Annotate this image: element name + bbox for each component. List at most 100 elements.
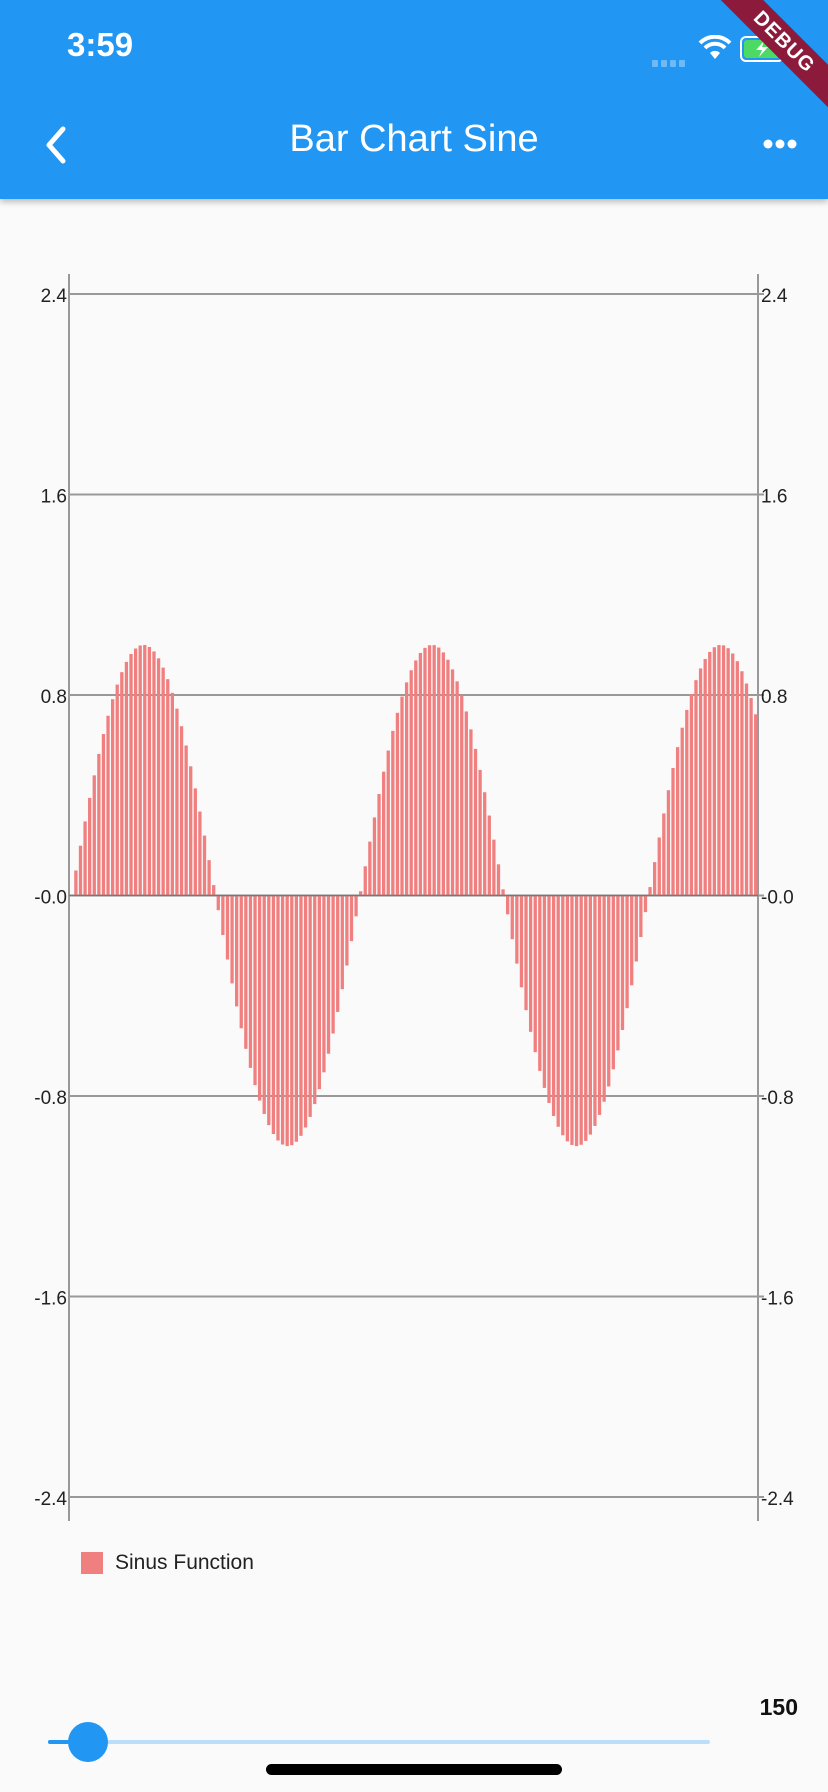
bar [106,715,110,896]
bar [584,895,588,1141]
bar [156,658,161,896]
bar [216,895,220,911]
bar [253,895,257,1086]
bar [717,645,721,896]
cellular-signal-icon [652,54,688,72]
bar [400,696,404,896]
bar [446,659,450,896]
bar [432,645,436,896]
bar [313,895,317,1105]
bar [372,817,377,896]
bar [322,895,326,1073]
bar [611,895,615,1070]
bar [285,895,289,1147]
bar [391,730,395,896]
bar [519,895,524,988]
bar [317,895,321,1090]
bar [579,895,583,1145]
bar [166,679,170,896]
bar [574,895,579,1147]
bar [147,646,152,896]
bar [248,895,253,1068]
bar [625,895,629,1009]
bar [703,658,707,896]
bar [124,661,129,896]
bar [345,895,349,966]
bar [680,727,684,896]
bar [239,895,243,1029]
bar [469,729,473,896]
bar [616,895,620,1051]
bar [179,726,184,896]
bar [326,895,331,1054]
chart-legend: Sinus Function [81,1551,254,1575]
slider-value: 150 [759,1694,798,1720]
bar [161,667,165,896]
bar [386,750,390,896]
slider-thumb[interactable] [67,1722,108,1762]
bar [662,813,666,896]
bar [170,692,175,896]
bar [570,895,574,1145]
bar [354,895,358,917]
bar [290,895,294,1146]
slider-track[interactable] [48,1740,710,1744]
bar [455,681,459,896]
back-button[interactable] [28,117,84,173]
bar [744,683,749,896]
bar [648,887,652,896]
bar [496,864,501,896]
bar [115,684,119,896]
bar [597,895,602,1115]
bar [202,835,207,896]
y-tick-label-right: -0.8 [761,1088,794,1109]
bar [492,839,496,896]
bar [377,794,381,896]
y-tick-label-left: -2.4 [34,1489,67,1510]
bar [88,797,92,896]
bar [276,895,280,1141]
bar [483,792,487,896]
bar [556,895,560,1127]
bar [620,895,625,1030]
bar [630,895,634,986]
bar [381,771,386,896]
bar [225,895,230,960]
bar [193,788,197,896]
bar [671,768,675,896]
bar [561,895,565,1136]
page-title: Bar Chart Sine [289,118,539,160]
legend-swatch [81,1552,103,1574]
bar [565,895,570,1142]
bar [363,866,367,896]
bar [83,821,87,896]
bar [331,895,335,1034]
more-button[interactable] [752,120,808,168]
bar [551,895,556,1116]
bar [643,895,648,913]
bar [418,652,423,896]
bar [138,645,142,896]
bar [749,697,753,896]
bar [395,712,400,896]
bar [731,653,735,896]
bar [675,747,680,896]
bar [184,745,188,896]
bar [593,895,597,1126]
bar [639,895,643,938]
bar [97,753,101,896]
bar [726,648,730,896]
bar [473,748,478,896]
bar [336,895,340,1012]
bar [294,895,299,1142]
bar [303,895,308,1128]
bar [533,895,537,1053]
legend-label: Sinus Function [115,1551,254,1574]
bar-count-slider[interactable] [48,1722,710,1762]
bar [524,895,528,1011]
bar [340,895,344,990]
bar [538,895,542,1071]
bar [721,645,726,896]
bar [602,895,606,1102]
bar [262,895,266,1114]
